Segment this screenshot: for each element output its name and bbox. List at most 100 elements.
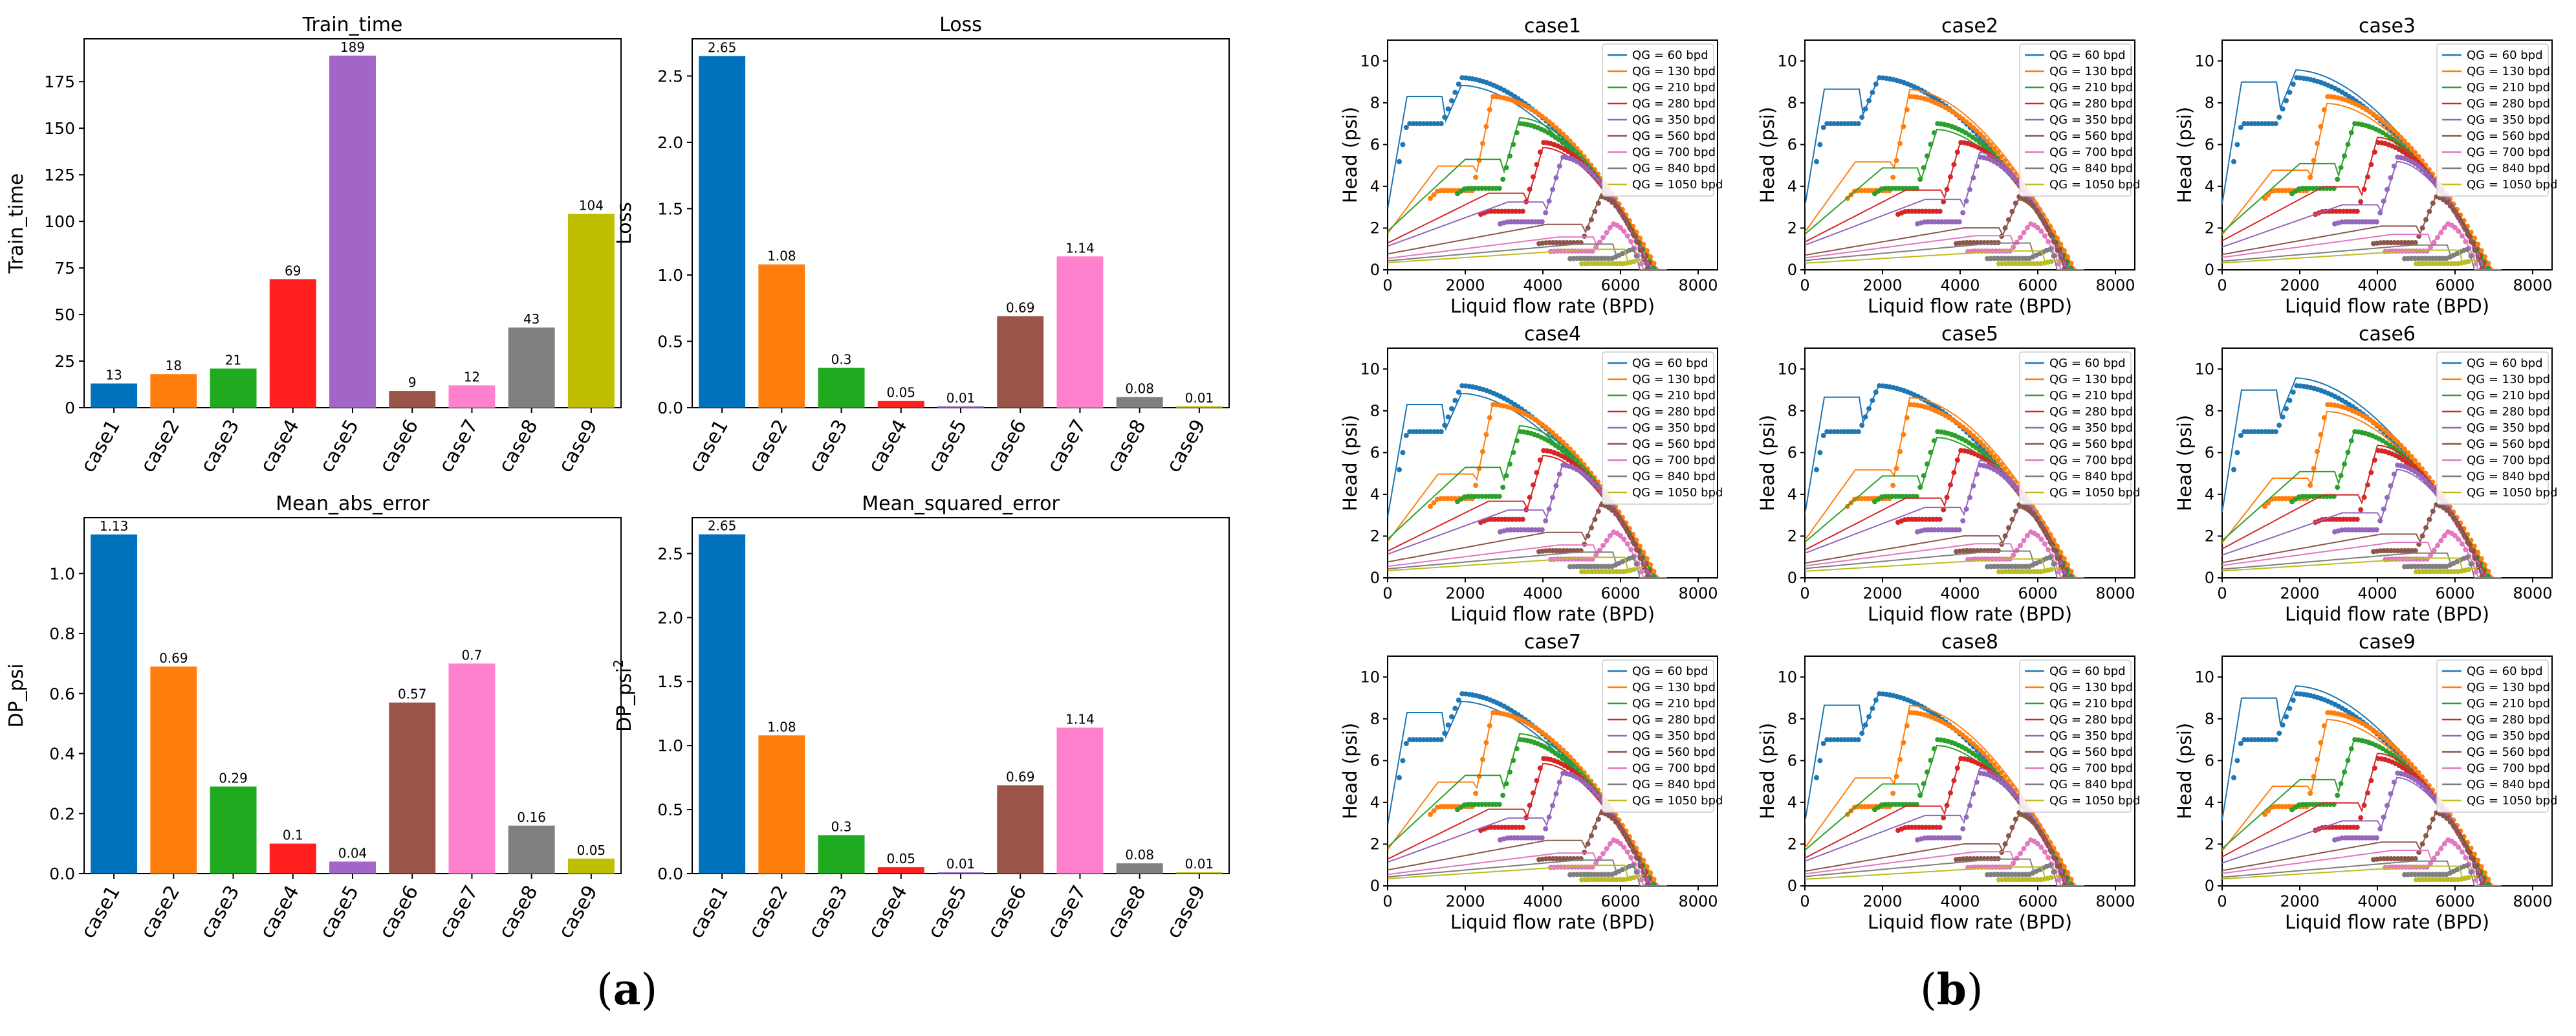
x-tick-label: 6000 <box>1600 892 1640 910</box>
data-point <box>1921 165 1927 171</box>
legend-entry: QG = 280 bpd <box>2467 97 2550 111</box>
data-point <box>1963 814 1969 820</box>
data-point <box>2055 555 2060 561</box>
data-point <box>2062 574 2068 578</box>
data-point <box>2456 228 2461 234</box>
data-point <box>1995 457 2001 463</box>
data-point <box>1520 208 1525 214</box>
model-line <box>2222 557 2479 572</box>
y-tick-label: 2 <box>1370 219 1380 237</box>
data-point <box>2005 170 2011 175</box>
data-point <box>1438 121 1444 127</box>
y-tick-label: 0.5 <box>657 800 683 819</box>
data-point <box>1960 424 1966 430</box>
bar <box>818 835 865 874</box>
data-point <box>1951 162 1957 168</box>
data-point <box>1600 851 1606 856</box>
legend-entry: QG = 210 bpd <box>2049 697 2133 711</box>
data-point <box>2385 122 2390 127</box>
data-point <box>1954 766 1960 771</box>
data-point <box>1449 98 1454 104</box>
x-tick-label: 6000 <box>1600 276 1640 294</box>
data-point <box>2046 547 2051 553</box>
model-line <box>1388 551 1667 578</box>
data-point <box>2430 509 2436 514</box>
data-point <box>1634 547 1640 553</box>
data-point <box>1628 239 1634 245</box>
y-tick-label: 8 <box>1370 710 1380 728</box>
data-point <box>2011 553 2016 558</box>
data-point <box>1560 140 1565 145</box>
data-point <box>2412 240 2418 245</box>
legend-entry: QG = 280 bpd <box>2049 97 2133 111</box>
legend-entry: QG = 840 bpd <box>2467 470 2550 483</box>
data-point <box>2318 432 2324 437</box>
legend-box <box>2019 43 2132 197</box>
data-point <box>1998 472 2004 477</box>
data-point <box>1428 811 1433 817</box>
bar-value-label: 0.69 <box>1006 769 1035 784</box>
legend-entry: QG = 60 bpd <box>1632 49 1708 62</box>
data-point <box>2398 443 2404 448</box>
data-point <box>1988 142 1994 148</box>
data-point <box>2338 473 2344 479</box>
y-tick-label: 8 <box>1787 94 1797 112</box>
y-tick-label: 1.5 <box>657 672 683 691</box>
bar <box>389 702 436 874</box>
bar-value-label: 0.69 <box>1006 300 1035 316</box>
data-point <box>1546 119 1552 125</box>
data-point <box>1438 429 1444 435</box>
data-point <box>1998 770 2004 775</box>
data-point <box>1639 569 1644 575</box>
bar <box>997 316 1044 408</box>
data-point <box>2014 239 2020 245</box>
data-point <box>1564 135 1569 140</box>
bar <box>877 867 924 874</box>
data-point <box>1588 786 1594 791</box>
data-point <box>2427 516 2432 522</box>
data-point <box>1617 515 1622 521</box>
y-tick-label: 1.0 <box>49 564 75 583</box>
bar <box>448 663 496 874</box>
y-tick-label: 4 <box>1787 485 1797 503</box>
data-point <box>1894 773 1899 779</box>
x-tick-label: case5 <box>316 416 364 477</box>
data-point <box>1618 533 1623 538</box>
data-point <box>2372 766 2377 771</box>
y-axis-label: Head (psi) <box>1339 723 1361 819</box>
bar <box>997 785 1044 874</box>
data-point <box>2315 756 2320 762</box>
y-tick-label: 150 <box>44 119 75 138</box>
bar <box>1056 727 1104 874</box>
data-point <box>1981 751 1987 756</box>
bar-chart-3: Mean_abs_error 0.0 0.2 0.4 0.6 0.8 1.0 DP_psi 1.… <box>5 492 622 942</box>
data-point <box>2055 852 2060 857</box>
data-point <box>1550 738 1555 744</box>
data-point <box>1980 758 1986 764</box>
data-point <box>2037 828 2043 834</box>
data-point <box>1550 802 1555 808</box>
y-axis-label: Head (psi) <box>1339 415 1361 511</box>
y-tick-label: 10 <box>1777 668 1797 686</box>
x-axis-label: Liquid flow rate (BPD) <box>2285 603 2489 625</box>
legend-entry: QG = 60 bpd <box>2049 665 2126 678</box>
x-tick-label: 0 <box>1382 892 1392 910</box>
data-point <box>2395 131 2401 137</box>
data-point <box>1897 756 1903 762</box>
plot-area <box>1805 691 2084 886</box>
data-point <box>2427 824 2432 830</box>
data-point <box>1473 483 1479 488</box>
bar <box>91 383 138 408</box>
data-point <box>2002 225 2008 231</box>
bar <box>1116 397 1163 408</box>
legend-entry: QG = 350 bpd <box>2049 113 2133 127</box>
data-point <box>1591 783 1597 788</box>
bar <box>150 374 197 408</box>
x-tick-label: 4000 <box>2357 584 2397 602</box>
data-point <box>2472 544 2477 549</box>
data-point <box>2385 186 2390 192</box>
data-point <box>1873 82 1879 87</box>
data-point <box>2284 406 2289 412</box>
y-tick-label: 0.0 <box>657 865 683 883</box>
legend-entry: QG = 130 bpd <box>2049 65 2133 78</box>
